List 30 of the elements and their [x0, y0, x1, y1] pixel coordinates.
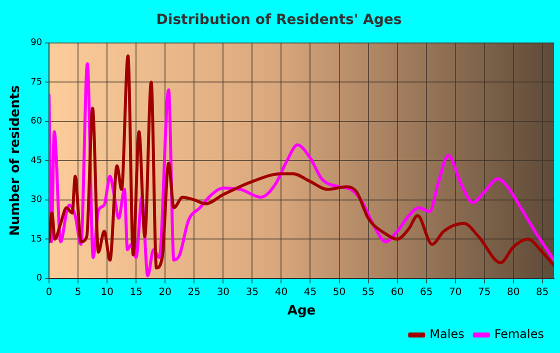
x-tick-label: 60: [390, 286, 404, 298]
x-tick-label: 85: [536, 286, 549, 298]
y-tick-label: 15: [30, 234, 42, 244]
y-tick-label: 0: [36, 274, 42, 284]
x-tick-label: 30: [216, 286, 230, 298]
y-tick-label: 30: [30, 195, 42, 206]
x-tick-label: 45: [304, 286, 317, 298]
x-tick-label: 15: [130, 286, 142, 298]
x-tick-label: 20: [158, 286, 172, 298]
x-tick-label: 75: [478, 286, 491, 298]
x-tick-label: 65: [420, 286, 433, 298]
y-axis-title: Number of residents: [8, 85, 24, 236]
x-tick-label: 80: [507, 286, 520, 298]
x-tick-label: 50: [332, 286, 346, 298]
x-tick-label: 10: [100, 286, 114, 298]
chart-title: Distribution of Residents' Ages: [156, 12, 402, 28]
x-tick-label: 25: [188, 286, 201, 298]
x-tick-label: 40: [274, 286, 288, 298]
x-axis-title: Age: [287, 304, 316, 319]
legend-label: Males: [430, 327, 464, 342]
y-tick-label: 45: [30, 156, 42, 166]
y-tick-label: 90: [30, 38, 42, 48]
x-tick-label: 55: [362, 286, 375, 298]
y-tick-label: 60: [30, 116, 42, 127]
legend-label: Females: [494, 327, 544, 342]
y-tick-label: 75: [30, 77, 42, 88]
x-tick-label: 0: [46, 286, 52, 298]
x-tick-label: 70: [448, 286, 462, 298]
x-tick-label: 35: [246, 286, 259, 298]
x-tick-label: 5: [74, 286, 82, 298]
